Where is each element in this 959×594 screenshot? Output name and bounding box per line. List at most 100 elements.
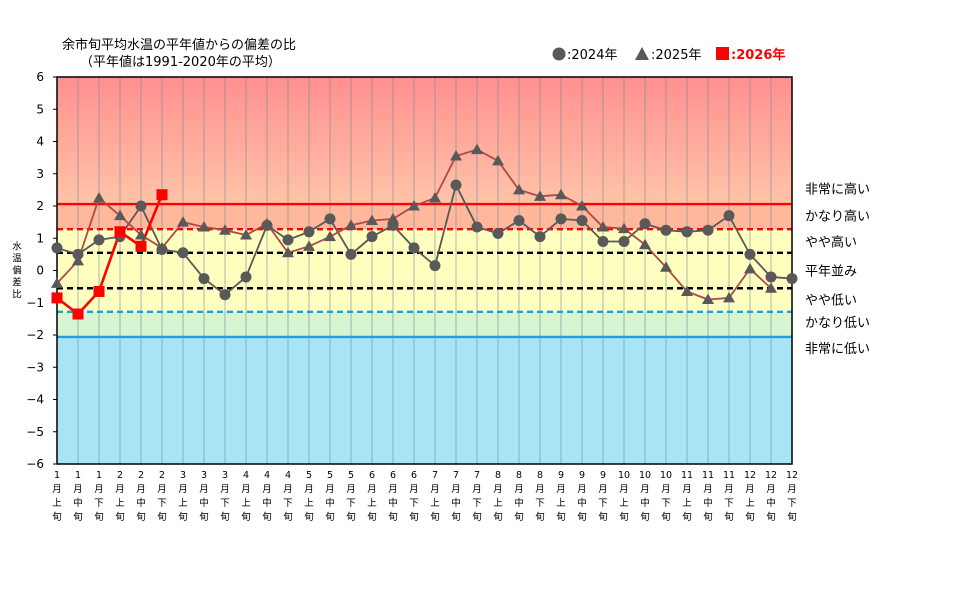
marker-2025 — [387, 212, 399, 224]
marker-2025 — [408, 200, 420, 211]
x-tick-label: 2 — [117, 470, 123, 481]
marker-2025 — [513, 183, 525, 195]
x-tick-label: 6 — [390, 470, 396, 481]
x-tick-label: 中 — [640, 497, 650, 509]
x-tick-label: 中 — [136, 497, 146, 509]
x-tick-label: 月 — [73, 484, 83, 495]
band-high — [57, 204, 792, 230]
x-tick-label: 旬 — [766, 511, 776, 523]
marker-2025 — [555, 188, 567, 200]
x-tick-label: 旬 — [472, 511, 482, 523]
y-axis-label-char: 比 — [12, 289, 22, 301]
x-tick-label: 5 — [327, 470, 333, 481]
x-tick-label: 月 — [598, 484, 608, 495]
y-tick-label: −3 — [26, 360, 44, 374]
x-tick-label: 上 — [241, 498, 251, 509]
x-tick-label: 下 — [472, 498, 482, 509]
marker-2025 — [324, 230, 336, 242]
x-tick-label: 上 — [430, 498, 440, 509]
x-tick-label: 旬 — [640, 511, 650, 523]
x-tick-label: 下 — [409, 498, 419, 509]
marker-2025 — [198, 220, 210, 232]
x-tick-label: 9 — [600, 470, 606, 481]
x-tick-label: 中 — [703, 497, 713, 509]
marker-2025 — [450, 150, 462, 161]
marker-2024 — [492, 227, 504, 239]
x-tick-label: 5 — [348, 470, 354, 481]
marker-2025 — [219, 224, 231, 235]
marker-2025 — [72, 254, 84, 266]
x-tick-label: 5 — [306, 470, 312, 481]
x-tick-label: 中 — [262, 497, 272, 509]
marker-2025 — [177, 216, 189, 227]
x-tick-label: 旬 — [157, 511, 167, 523]
x-tick-label: 下 — [787, 498, 797, 509]
x-tick-label: 3 — [222, 470, 228, 481]
x-tick-label: 月 — [94, 484, 104, 495]
x-tick-label: 2 — [138, 470, 144, 481]
y-tick-label: −2 — [26, 328, 44, 342]
y-tick-label: 3 — [36, 167, 44, 181]
x-tick-label: 2 — [159, 470, 165, 481]
x-tick-label: 旬 — [73, 511, 83, 523]
x-tick-label: 12 — [786, 470, 798, 481]
band-label: 非常に高い — [805, 181, 870, 197]
marker-2024 — [72, 248, 84, 260]
x-tick-label: 旬 — [514, 511, 524, 523]
marker-2025 — [576, 200, 588, 211]
x-tick-label: 旬 — [220, 511, 230, 523]
x-tick-label: 月 — [325, 484, 335, 495]
y-tick-label: 1 — [36, 231, 44, 245]
marker-2025 — [744, 262, 756, 274]
x-tick-label: 中 — [73, 497, 83, 509]
x-tick-label: 1 — [96, 470, 102, 481]
marker-2025 — [618, 222, 630, 234]
x-tick-label: 4 — [243, 470, 249, 481]
x-tick-label: 上 — [178, 498, 188, 509]
x-tick-label: 旬 — [430, 511, 440, 523]
x-tick-label: 月 — [514, 484, 524, 495]
x-tick-label: 月 — [640, 484, 650, 495]
x-tick-label: 月 — [493, 484, 503, 495]
legend-2026: :2026年 — [731, 47, 785, 63]
y-axis-label-char: 偏 — [12, 265, 22, 277]
marker-2024 — [324, 213, 336, 225]
marker-2024 — [534, 231, 546, 243]
x-tick-label: 旬 — [745, 511, 755, 523]
x-tick-label: 旬 — [661, 511, 671, 523]
x-tick-label: 旬 — [283, 511, 293, 523]
x-tick-label: 中 — [766, 497, 776, 509]
y-tick-label: 2 — [36, 199, 44, 213]
x-tick-label: 下 — [283, 498, 293, 509]
x-tick-label: 中 — [388, 497, 398, 509]
marker-2026 — [135, 240, 147, 252]
x-tick-label: 上 — [682, 498, 692, 509]
vertical-gridlines — [77, 77, 772, 464]
legend: :2024年 :2025年 :2026年 — [552, 47, 785, 63]
x-tick-label: 1 — [75, 470, 81, 481]
x-tick-label: 旬 — [535, 511, 545, 523]
y-tick-label: 4 — [36, 135, 44, 149]
marker-2024 — [555, 213, 567, 225]
legend-2025: :2025年 — [651, 48, 701, 63]
x-tick-label: 9 — [579, 470, 585, 481]
x-tick-label: 7 — [453, 470, 459, 481]
marker-2024 — [219, 289, 231, 301]
x-tick-label: 旬 — [682, 511, 692, 523]
y-tick-label: −1 — [26, 296, 44, 310]
series-markers — [51, 143, 798, 320]
x-tick-label: 旬 — [619, 511, 629, 523]
marker-2025 — [702, 293, 714, 305]
marker-2024 — [408, 242, 420, 254]
x-tick-label: 月 — [346, 484, 356, 495]
x-tick-label: 月 — [724, 484, 734, 495]
x-tick-label: 下 — [94, 498, 104, 509]
x-tick-label: 旬 — [325, 511, 335, 523]
x-tick-label: 月 — [262, 484, 272, 495]
x-tick-label: 旬 — [493, 511, 503, 523]
x-tick-label: 10 — [660, 470, 672, 481]
x-tick-label: 中 — [577, 497, 587, 509]
